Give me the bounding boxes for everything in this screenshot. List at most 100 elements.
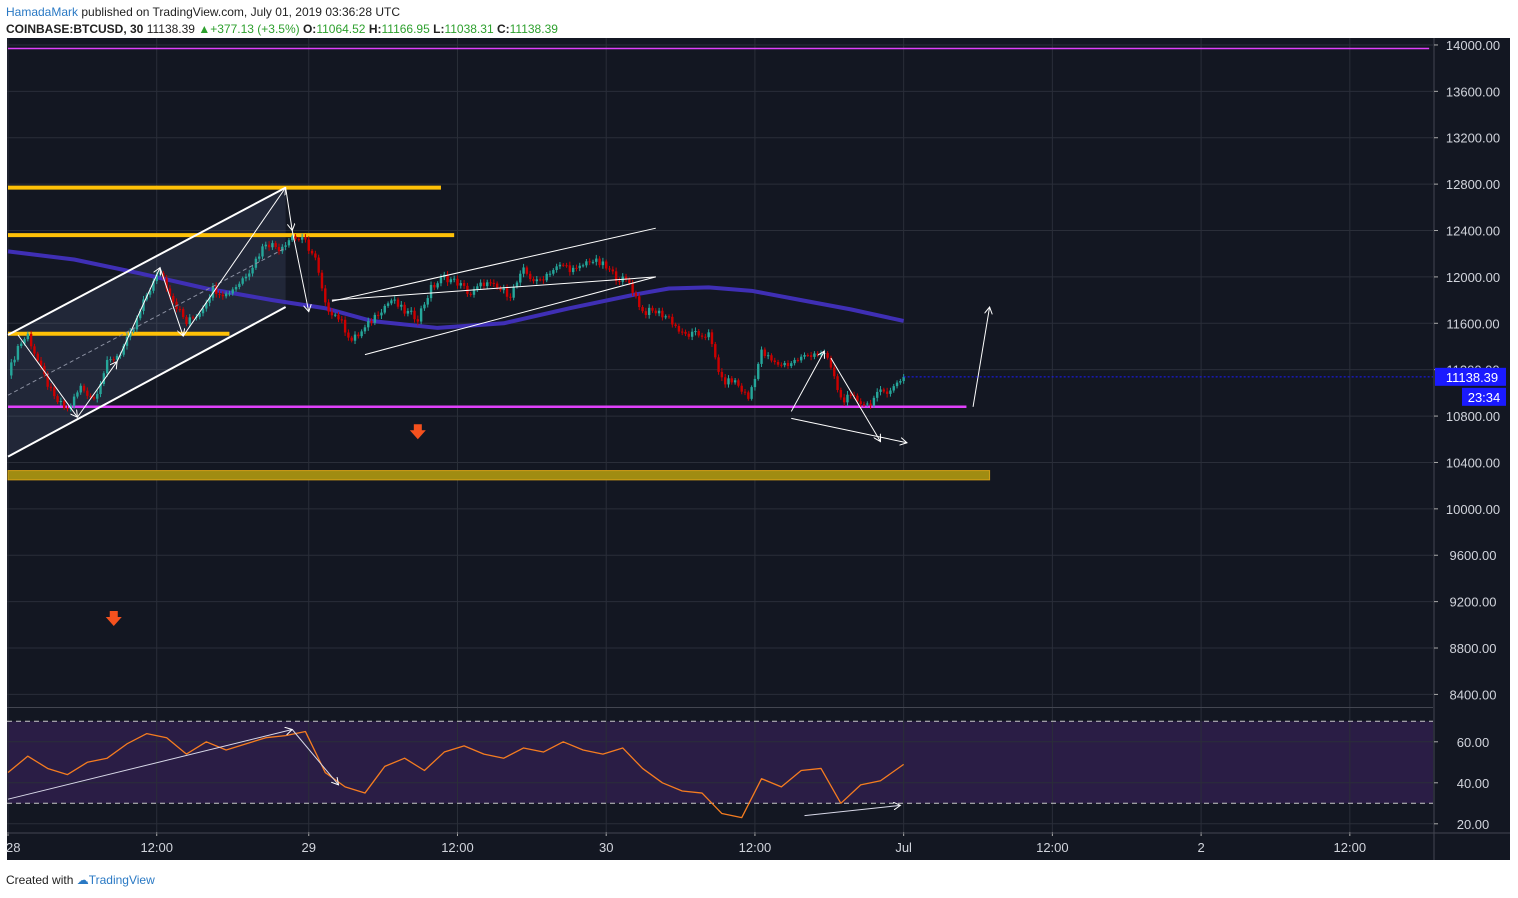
- candle-body: [717, 357, 720, 372]
- candle-body: [135, 318, 139, 330]
- candle-body: [902, 376, 905, 382]
- candle-body: [327, 302, 330, 312]
- author-link[interactable]: HamadaMark: [6, 5, 79, 19]
- candle-body: [585, 261, 588, 266]
- candle-body: [53, 387, 56, 397]
- tradingview-logo-icon[interactable]: ☁: [76, 873, 89, 887]
- candle-body: [310, 250, 314, 254]
- candle-body: [241, 278, 244, 284]
- last-price-label: 11138.39: [1446, 370, 1498, 385]
- candle-body: [525, 267, 529, 274]
- candle-body: [885, 391, 889, 394]
- candle-body: [274, 243, 277, 248]
- candle-body: [790, 363, 793, 367]
- candle-body: [667, 316, 671, 318]
- candle-body: [426, 298, 429, 305]
- close-value: 11138.39: [509, 22, 558, 36]
- candle-body: [723, 377, 727, 385]
- candle-body: [740, 385, 743, 392]
- candle-body: [578, 265, 581, 269]
- candle-body: [522, 267, 525, 274]
- candle-body: [813, 353, 816, 357]
- time-tick-label: 12:00: [739, 840, 772, 855]
- candle-body: [33, 346, 36, 354]
- candle-body: [664, 316, 667, 318]
- candle-body: [76, 392, 79, 397]
- candle-body: [92, 397, 96, 399]
- symbol-label[interactable]: COINBASE:BTCUSD, 30: [6, 22, 144, 36]
- candle-body: [347, 332, 350, 338]
- candle-body: [512, 286, 515, 298]
- candle-body: [571, 267, 575, 273]
- price-tick-label: 12800.00: [1446, 177, 1500, 192]
- candle-body: [581, 265, 585, 267]
- candle-body: [49, 386, 53, 388]
- candle-body: [763, 349, 767, 357]
- candle-body: [796, 359, 800, 361]
- channel-midline: [7, 247, 286, 396]
- candle-body: [720, 371, 724, 378]
- candle-body: [281, 246, 284, 252]
- candle-body: [231, 289, 234, 294]
- candle-body: [595, 258, 598, 262]
- candle-body: [400, 304, 403, 307]
- candle-body: [700, 335, 704, 337]
- candle-body: [707, 332, 710, 338]
- candle-body: [436, 283, 439, 288]
- candle-body: [205, 302, 208, 309]
- tradingview-brand[interactable]: TradingView: [88, 873, 155, 887]
- candle-body: [687, 333, 691, 337]
- candle-body: [598, 258, 601, 266]
- candle-body: [320, 272, 324, 289]
- candle-body: [856, 395, 859, 402]
- last-price-value: 11138.39: [146, 22, 195, 36]
- candle-body: [502, 288, 505, 291]
- candle-body: [816, 353, 819, 355]
- candle-body: [770, 355, 773, 361]
- candle-body: [654, 310, 657, 314]
- candle-body: [651, 307, 654, 311]
- candle-body: [459, 283, 462, 286]
- candle-body: [747, 392, 750, 399]
- price-tick-label: 13600.00: [1446, 84, 1500, 99]
- candle-body: [413, 310, 416, 320]
- time-tick-label: 29: [302, 840, 316, 855]
- rsi-band-fill: [7, 721, 1433, 804]
- candle-body: [102, 373, 106, 385]
- candle-body: [129, 331, 132, 337]
- countdown-badge: [1462, 387, 1506, 406]
- candle-body: [376, 314, 380, 316]
- candle-body: [390, 300, 393, 304]
- candle-body: [852, 394, 856, 396]
- candle-body: [297, 238, 301, 240]
- candle-body: [482, 282, 486, 287]
- candle-body: [429, 284, 433, 299]
- candle-body: [16, 346, 20, 360]
- candle-body: [486, 282, 489, 287]
- candle-body: [575, 267, 578, 269]
- candle-body: [105, 359, 109, 374]
- candle-body: [492, 282, 496, 284]
- candle-body: [294, 236, 297, 239]
- candle-body: [198, 313, 201, 317]
- candle-body: [267, 244, 271, 248]
- price-tick-label: 13200.00: [1446, 131, 1500, 146]
- moving-average-line: [7, 249, 905, 330]
- candle-body: [773, 360, 776, 362]
- time-tick-label: 12:00: [441, 840, 474, 855]
- candle-body: [472, 289, 476, 295]
- published-text: published on TradingView.com, July 01, 2…: [81, 5, 401, 19]
- candle-body: [826, 353, 829, 358]
- candle-body: [191, 317, 195, 319]
- candle-body: [82, 385, 86, 391]
- candle-body: [833, 367, 836, 377]
- trendline: [331, 227, 656, 302]
- candle-body: [519, 273, 522, 283]
- candle-body: [152, 281, 155, 291]
- candle-body: [555, 266, 558, 271]
- candle-body: [46, 374, 49, 387]
- path-arrow: [17, 334, 77, 417]
- open-label: O:: [302, 22, 317, 36]
- candle-body: [257, 256, 261, 259]
